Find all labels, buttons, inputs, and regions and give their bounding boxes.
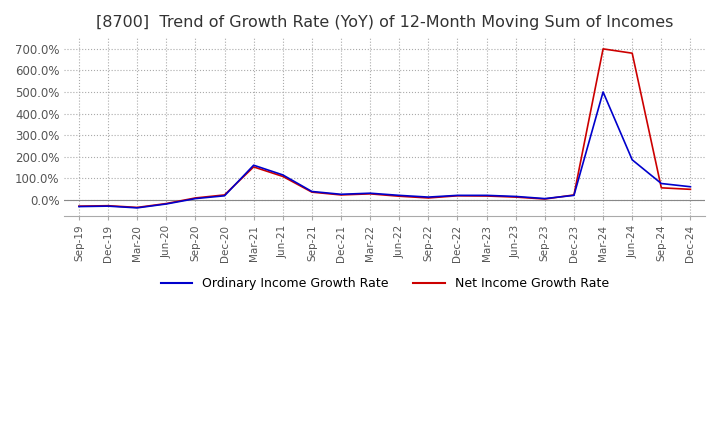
Ordinary Income Growth Rate xyxy=(307,189,316,194)
Ordinary Income Growth Rate xyxy=(104,203,112,209)
Net Income Growth Rate xyxy=(395,194,404,199)
Net Income Growth Rate xyxy=(279,174,287,179)
Ordinary Income Growth Rate xyxy=(75,204,84,209)
Line: Ordinary Income Growth Rate: Ordinary Income Growth Rate xyxy=(79,92,690,208)
Ordinary Income Growth Rate xyxy=(279,172,287,177)
Ordinary Income Growth Rate xyxy=(162,202,171,207)
Net Income Growth Rate xyxy=(599,46,608,51)
Net Income Growth Rate xyxy=(453,193,462,198)
Ordinary Income Growth Rate xyxy=(686,184,695,189)
Ordinary Income Growth Rate xyxy=(628,157,636,162)
Net Income Growth Rate xyxy=(511,194,520,200)
Net Income Growth Rate xyxy=(366,191,374,197)
Net Income Growth Rate xyxy=(686,187,695,192)
Net Income Growth Rate xyxy=(249,164,258,169)
Net Income Growth Rate xyxy=(104,203,112,209)
Net Income Growth Rate xyxy=(75,203,84,209)
Ordinary Income Growth Rate xyxy=(657,181,666,186)
Ordinary Income Growth Rate xyxy=(395,193,404,198)
Ordinary Income Growth Rate xyxy=(220,193,229,198)
Ordinary Income Growth Rate xyxy=(482,193,491,198)
Net Income Growth Rate xyxy=(424,195,433,201)
Net Income Growth Rate xyxy=(162,201,171,206)
Ordinary Income Growth Rate xyxy=(570,193,578,198)
Title: [8700]  Trend of Growth Rate (YoY) of 12-Month Moving Sum of Incomes: [8700] Trend of Growth Rate (YoY) of 12-… xyxy=(96,15,673,30)
Ordinary Income Growth Rate xyxy=(366,191,374,196)
Net Income Growth Rate xyxy=(307,190,316,195)
Line: Net Income Growth Rate: Net Income Growth Rate xyxy=(79,49,690,207)
Legend: Ordinary Income Growth Rate, Net Income Growth Rate: Ordinary Income Growth Rate, Net Income … xyxy=(156,272,613,295)
Ordinary Income Growth Rate xyxy=(453,193,462,198)
Ordinary Income Growth Rate xyxy=(511,194,520,199)
Net Income Growth Rate xyxy=(541,196,549,202)
Net Income Growth Rate xyxy=(191,195,199,201)
Ordinary Income Growth Rate xyxy=(424,194,433,200)
Net Income Growth Rate xyxy=(482,193,491,198)
Net Income Growth Rate xyxy=(657,185,666,191)
Net Income Growth Rate xyxy=(337,192,346,198)
Ordinary Income Growth Rate xyxy=(337,192,346,197)
Net Income Growth Rate xyxy=(628,51,636,56)
Net Income Growth Rate xyxy=(570,192,578,198)
Ordinary Income Growth Rate xyxy=(191,196,199,201)
Ordinary Income Growth Rate xyxy=(599,89,608,95)
Ordinary Income Growth Rate xyxy=(133,205,142,210)
Ordinary Income Growth Rate xyxy=(249,162,258,168)
Net Income Growth Rate xyxy=(220,192,229,198)
Ordinary Income Growth Rate xyxy=(541,196,549,201)
Net Income Growth Rate xyxy=(133,205,142,210)
